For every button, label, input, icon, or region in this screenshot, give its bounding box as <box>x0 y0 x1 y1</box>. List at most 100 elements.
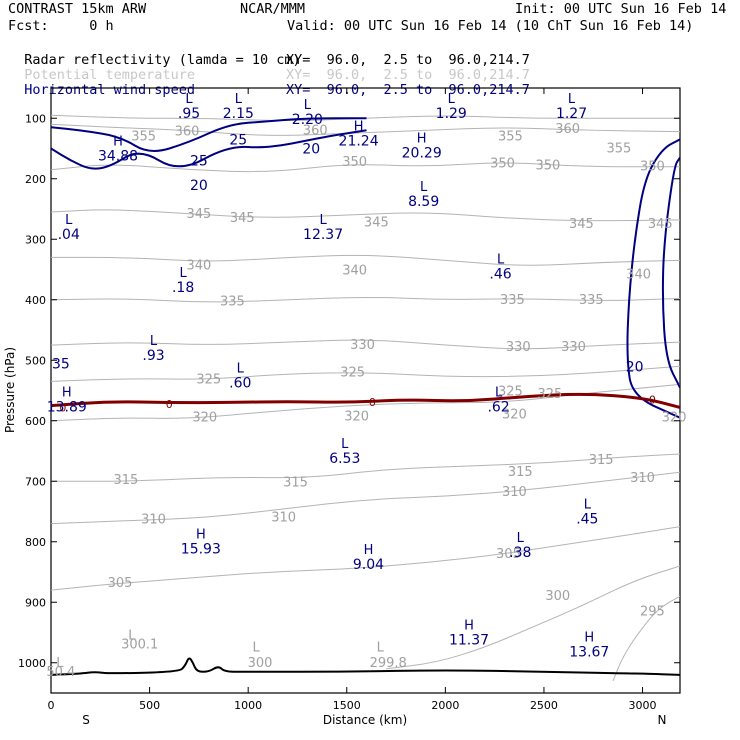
theta-label-340: 340 <box>342 264 367 279</box>
extremum-L: L <box>179 266 187 281</box>
theta-label-355: 355 <box>606 142 631 157</box>
init-time: Init: 00 UTC Sun 16 Feb 14 <box>515 1 727 17</box>
zero-line-label: 0 <box>369 396 376 409</box>
x-tick-label: 2000 <box>431 699 459 712</box>
legend-theta-xy: XY= 96.0, 2.5 to 96.0,214.7 <box>286 67 530 83</box>
theta-extremum-label: L <box>128 629 136 644</box>
plot-frame <box>50 87 681 694</box>
theta-line-355 <box>51 123 680 136</box>
extremum-L: L <box>304 98 312 113</box>
theta-line-320 <box>51 383 680 422</box>
theta-label-325: 325 <box>196 373 221 388</box>
theta-label-350: 350 <box>535 158 560 173</box>
extremum-H: H <box>464 618 474 633</box>
theta-label-360: 360 <box>175 125 200 140</box>
legend-reflectivity-name: Radar reflectivity (lamda = 10 cm) <box>24 52 301 68</box>
theta-label-325: 325 <box>340 365 365 380</box>
extremum-L: L <box>584 497 592 512</box>
extremum-L: L <box>237 361 245 376</box>
title-left: CONTRAST 15km ARW <box>8 1 147 17</box>
y-tick-label: 100 <box>25 112 46 125</box>
x-tick-label: 2500 <box>530 699 558 712</box>
wind-label-25: 25 <box>229 132 247 148</box>
zero-line-label: 0 <box>59 401 66 414</box>
theta-label-330: 330 <box>350 338 375 353</box>
forecast-hour: Fcst: 0 h <box>8 18 114 34</box>
extremum-value: 12.37 <box>303 227 343 243</box>
extremum-value: 1.27 <box>556 106 587 122</box>
extremum-value: 15.93 <box>181 542 221 558</box>
legend-theta: Potential temperature XY= 96.0, 2.5 to 96… <box>8 51 530 83</box>
theta-label-345: 345 <box>230 211 255 226</box>
extremum-H: H <box>417 131 427 146</box>
theta-label-320: 320 <box>502 408 527 423</box>
theta-label-340: 340 <box>626 267 651 282</box>
theta-label-350: 350 <box>342 155 367 170</box>
x-tick-label: 0 <box>48 699 55 712</box>
theta-extremum-label: 300.1 <box>121 638 158 653</box>
theta-extremum-label: L <box>377 641 385 656</box>
extremum-value: .04 <box>58 227 80 243</box>
theta-label-340: 340 <box>186 258 211 273</box>
extremum-value: .18 <box>172 280 194 296</box>
extremum-H: H <box>364 543 374 558</box>
theta-label-345: 345 <box>364 215 389 230</box>
extremum-L: L <box>568 92 576 107</box>
theta-label-315: 315 <box>508 465 533 480</box>
y-tick-label: 400 <box>25 294 46 307</box>
theta-label-295: 295 <box>640 604 665 619</box>
theta-line-345 <box>51 209 680 222</box>
x-tick-label: 1000 <box>234 699 262 712</box>
legend-theta-name: Potential temperature <box>24 67 195 83</box>
extremum-L: L <box>235 92 243 107</box>
theta-label-320: 320 <box>662 411 687 426</box>
extremum-L: L <box>517 531 525 546</box>
theta-label-335: 335 <box>500 293 525 308</box>
theta-label-350: 350 <box>640 160 665 175</box>
theta-label-325: 325 <box>498 385 523 400</box>
wind-line-20-2 <box>626 138 680 419</box>
extremum-value: 1.29 <box>436 106 467 122</box>
extremum-value: 13.67 <box>569 645 609 661</box>
extremum-value: 8.59 <box>408 194 439 210</box>
theta-label-310: 310 <box>271 511 296 526</box>
theta-line-335 <box>51 296 680 303</box>
extremum-H: H <box>196 528 206 543</box>
extremum-value: 6.53 <box>329 451 360 467</box>
extremum-value: 34.88 <box>98 148 138 164</box>
wind-label-25: 25 <box>190 154 208 170</box>
extremum-value: .93 <box>142 348 164 364</box>
y-tick-label: 1000 <box>18 657 46 670</box>
wind-label-20: 20 <box>302 142 320 158</box>
y-tick-label: 500 <box>25 354 46 367</box>
zero-degree-line <box>51 392 680 409</box>
extremum-value: 9.04 <box>353 557 384 573</box>
theta-label-310: 310 <box>502 485 527 500</box>
theta-label-330: 330 <box>561 340 586 355</box>
theta-label-345: 345 <box>186 207 211 222</box>
y-axis-label: Pressure (hPa) <box>3 347 17 433</box>
extremum-value: 11.37 <box>449 632 489 648</box>
theta-line-325 <box>51 365 680 382</box>
extremum-value: .95 <box>178 106 200 122</box>
legend-wind-name: Horizontal wind speed <box>24 82 195 98</box>
theta-label-315: 315 <box>283 475 308 490</box>
wind-label-20: 20 <box>190 178 208 194</box>
extremum-value: 2.15 <box>223 106 254 122</box>
theta-line-305 <box>51 526 680 591</box>
theta-label-315: 315 <box>589 453 614 468</box>
zero-line-label: 0 <box>166 398 173 411</box>
theta-label-360: 360 <box>303 123 328 138</box>
extremum-value: .38 <box>509 545 531 561</box>
theta-label-345: 345 <box>569 217 594 232</box>
theta-label-355: 355 <box>498 129 523 144</box>
theta-extremum-label: 300 <box>248 656 273 671</box>
extremum-L: L <box>319 213 327 228</box>
theta-line-295 <box>612 595 680 682</box>
extremum-value: .60 <box>229 375 251 391</box>
theta-label-350: 350 <box>490 157 515 172</box>
x-tick-label: 500 <box>139 699 160 712</box>
theta-label-345: 345 <box>648 217 673 232</box>
theta-label-315: 315 <box>114 473 139 488</box>
extremum-value: 20.29 <box>402 145 442 161</box>
